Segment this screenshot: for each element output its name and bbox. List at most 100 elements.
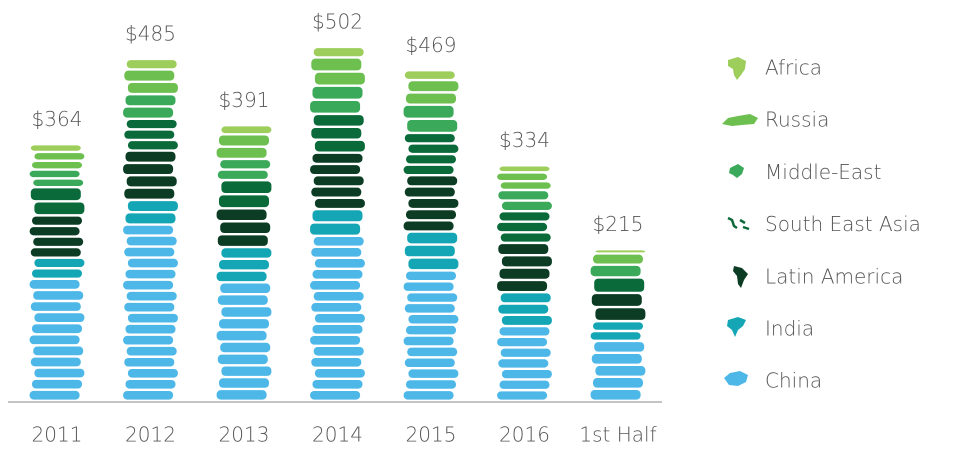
- coin: [221, 126, 272, 134]
- coin: [498, 244, 549, 255]
- coin: [216, 147, 267, 158]
- bar-segment: [311, 115, 365, 152]
- coin: [310, 223, 361, 235]
- coin: [407, 293, 458, 302]
- coin: [313, 347, 364, 356]
- bar-segment: [29, 170, 84, 186]
- coin: [124, 357, 175, 367]
- bar-segment: [310, 210, 363, 235]
- coin: [310, 165, 361, 174]
- coin: [217, 295, 268, 305]
- total-label: $391: [219, 88, 270, 112]
- coin: [497, 173, 548, 180]
- coin: [127, 141, 178, 150]
- coin: [313, 176, 364, 186]
- coin: [408, 81, 459, 92]
- coin: [500, 348, 551, 357]
- bar-segment: [125, 201, 178, 224]
- coin: [125, 379, 176, 389]
- icon-india: [727, 317, 746, 337]
- icon-africa: [728, 57, 746, 80]
- bar-segment: [126, 60, 177, 69]
- coin: [126, 291, 177, 301]
- bar-segment: [311, 58, 365, 85]
- coin: [404, 358, 455, 367]
- coin: [34, 202, 85, 215]
- coin: [403, 221, 454, 231]
- legend-label: India: [765, 317, 814, 341]
- coin: [591, 354, 642, 364]
- coin: [498, 304, 549, 314]
- bar-segment: [123, 225, 178, 400]
- coin: [220, 222, 271, 233]
- coin: [595, 366, 646, 376]
- coin: [127, 82, 178, 93]
- coin: [125, 269, 176, 279]
- coin: [404, 134, 455, 143]
- x-tick-label: 2013: [219, 423, 270, 447]
- bar-segment: [123, 95, 176, 118]
- coin: [311, 358, 362, 367]
- coin: [219, 135, 269, 146]
- bar-segment: [216, 135, 269, 158]
- coin: [221, 307, 272, 317]
- bar-segment: [593, 254, 643, 264]
- coin: [221, 181, 272, 194]
- coin: [123, 225, 174, 235]
- coin: [30, 248, 81, 257]
- coin: [594, 278, 645, 292]
- coin: [499, 166, 550, 172]
- coin: [314, 314, 365, 323]
- coin: [500, 182, 551, 189]
- coin: [217, 170, 268, 179]
- bar-segment: [32, 258, 85, 278]
- coin: [408, 258, 459, 270]
- coin: [216, 209, 267, 221]
- bar-segment: [497, 212, 551, 242]
- coin: [124, 247, 175, 257]
- coin: [123, 390, 174, 400]
- coin: [219, 195, 269, 208]
- total-label: $215: [593, 212, 644, 236]
- coin: [312, 380, 363, 389]
- bar-segment: [219, 181, 272, 208]
- coin: [125, 95, 176, 106]
- coin: [403, 391, 454, 400]
- coin: [30, 145, 81, 151]
- coin: [32, 216, 82, 225]
- coin: [125, 151, 176, 162]
- bar-segment: [29, 280, 85, 400]
- coin: [310, 100, 361, 113]
- coin: [221, 366, 272, 376]
- bar-segment: [590, 342, 646, 400]
- bar-segment: [313, 48, 364, 57]
- total-label: $502: [312, 10, 363, 34]
- coin: [407, 347, 458, 357]
- x-tick-label: 2011: [32, 423, 83, 447]
- bar-segment: [216, 283, 272, 400]
- coin: [125, 324, 176, 334]
- x-tick-label: 1st Half: [579, 423, 656, 447]
- coin: [312, 210, 363, 222]
- bar-segment: [595, 250, 646, 253]
- coin: [311, 303, 362, 312]
- legend-label: Latin America: [765, 264, 903, 288]
- bar-segment: [591, 294, 646, 320]
- coin: [216, 330, 267, 341]
- legend-label: South East Asia: [765, 212, 921, 236]
- legend-label: Africa: [765, 56, 822, 80]
- coin: [217, 235, 268, 246]
- bar-segment: [30, 145, 81, 151]
- coin: [312, 270, 363, 279]
- bar-segment: [217, 160, 271, 179]
- bar-segment: [499, 166, 550, 172]
- coin: [500, 233, 551, 242]
- legend-label: Middle-East: [765, 160, 881, 184]
- coin: [499, 212, 550, 221]
- bar-segment: [406, 81, 459, 104]
- coin: [310, 391, 361, 400]
- coin: [404, 71, 455, 79]
- coin: [29, 390, 80, 400]
- coin: [406, 155, 456, 164]
- coin: [127, 201, 178, 212]
